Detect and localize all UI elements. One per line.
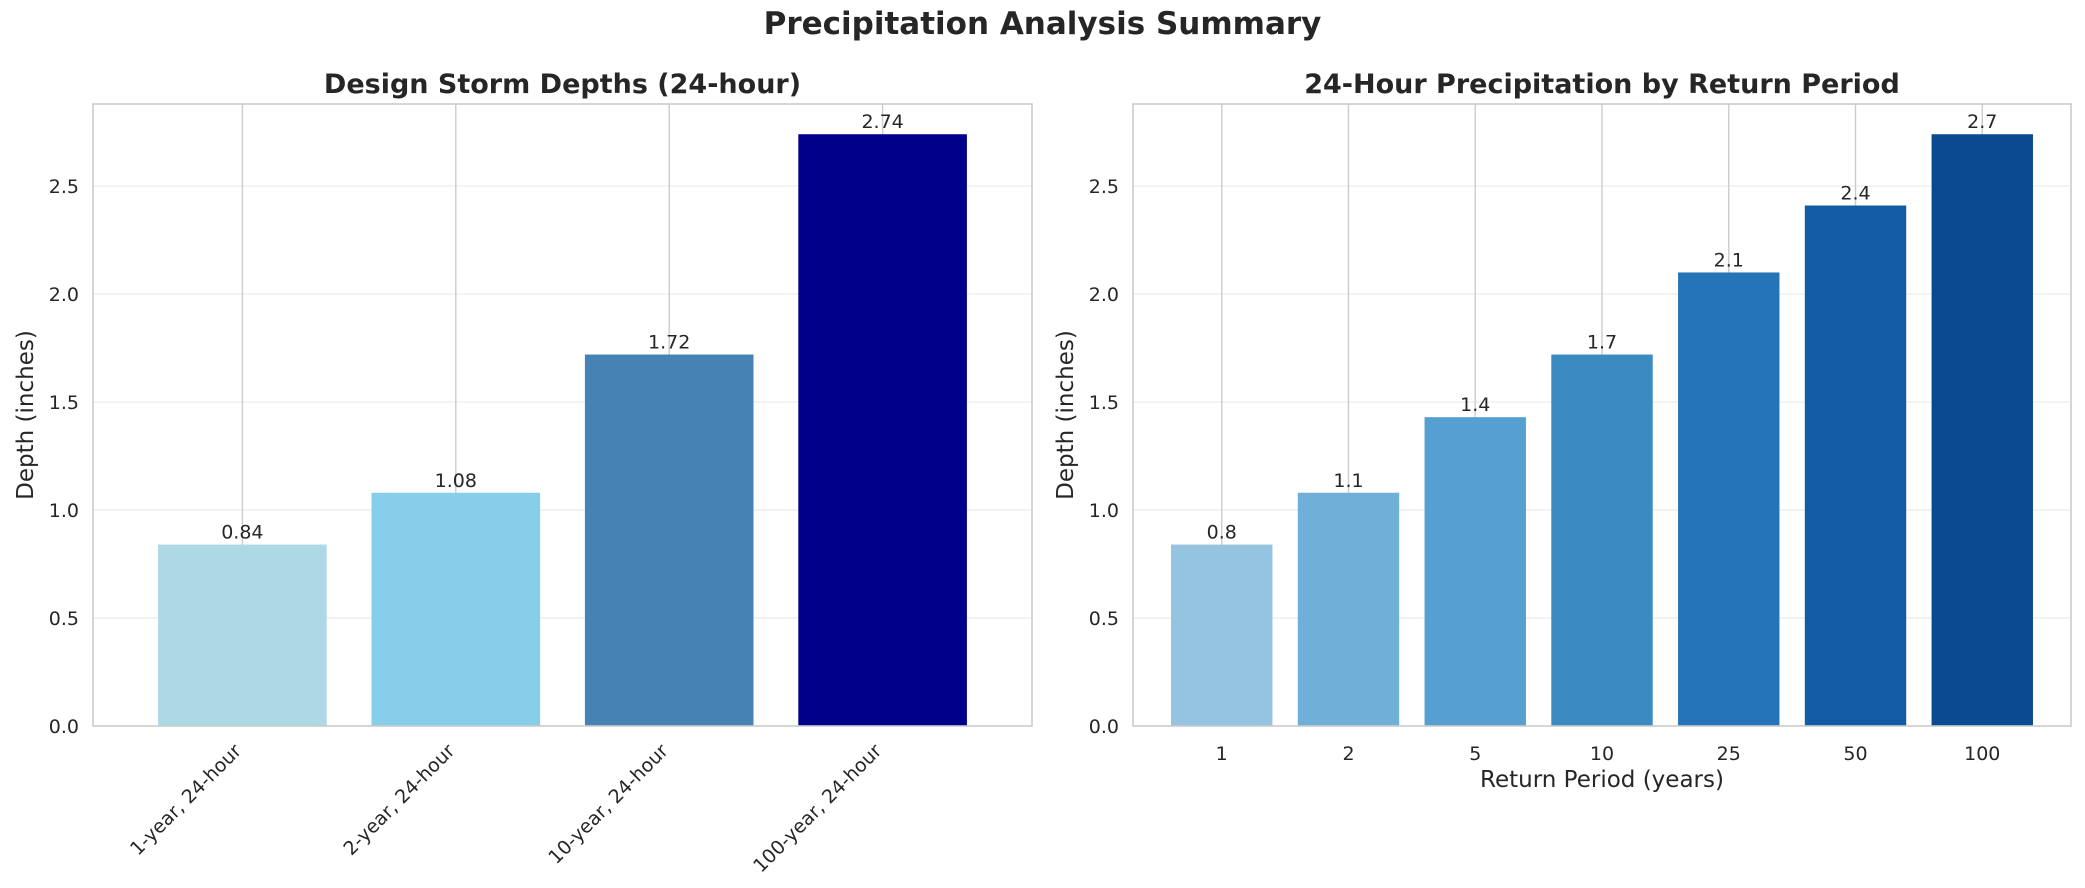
bar-2	[1297, 492, 1400, 726]
y-tick-label: 1.5	[1089, 392, 1119, 414]
x-tick-label: 25	[1717, 743, 1741, 765]
y-tick-label: 2.0	[49, 284, 79, 306]
x-tick-label: 5	[1469, 743, 1481, 765]
bar-100	[1931, 134, 2033, 727]
y-tick-label: 0.0	[1089, 716, 1119, 738]
x-tick-label: 1-year, 24-hour	[126, 740, 246, 860]
x-tick-label: 2-year, 24-hour	[339, 740, 459, 860]
x-tick-label: 100-year, 24-hour	[749, 740, 886, 877]
bar-100-year-24-hour	[798, 134, 967, 727]
bar-10	[1551, 354, 1653, 726]
data-label: 1.7	[1587, 332, 1617, 354]
y-tick-label: 0.5	[1089, 608, 1119, 630]
x-tick-label: 50	[1843, 743, 1867, 765]
chart-title: 24-Hour Precipitation by Return Period	[1304, 69, 1900, 100]
y-tick-label: 0.0	[49, 716, 79, 738]
chart-design-storm-depths: 0.0 0.5 1.0 1.5 2.0 2.5 0.84 1.08 1.72 2.74 1-year…	[13, 69, 1033, 877]
bar-1	[1171, 544, 1273, 726]
data-label: 1.08	[435, 470, 477, 492]
y-tick-label: 1.0	[49, 500, 79, 522]
axes-frame	[92, 103, 1033, 727]
data-label: 2.7	[1967, 111, 1997, 133]
data-label: 1.4	[1460, 394, 1490, 416]
data-label: 0.8	[1207, 522, 1237, 544]
y-tick-label: 0.5	[49, 608, 79, 630]
chart-title: Design Storm Depths (24-hour)	[324, 69, 801, 100]
chart-return-period: 0.0 0.5 1.0 1.5 2.0 2.5 0.8 1.1 1.4 1.7 2.1 2.4 2.7 1…	[1053, 69, 2072, 793]
x-axis-label: Return Period (years)	[1480, 767, 1724, 793]
x-tick-label: 2	[1342, 743, 1354, 765]
data-label: 0.84	[221, 522, 263, 544]
y-axis-label: Depth (inches)	[13, 330, 39, 500]
bar-10-year-24-hour	[584, 354, 754, 726]
y-tick-label: 1.5	[49, 392, 79, 414]
data-label: 2.4	[1840, 183, 1870, 205]
data-label: 1.1	[1333, 470, 1363, 492]
bar-50	[1804, 205, 1907, 726]
bar-2-year-24-hour	[371, 492, 541, 726]
y-tick-label: 1.0	[1089, 500, 1119, 522]
axes-frame	[1132, 103, 2072, 727]
bar-1-year-24-hour	[158, 544, 327, 726]
y-axis-label: Depth (inches)	[1053, 330, 1079, 500]
x-tick-label: 100	[1964, 743, 2000, 765]
y-tick-label: 2.5	[49, 176, 79, 198]
x-tick-label: 1	[1216, 743, 1228, 765]
figure-title: Precipitation Analysis Summary	[763, 6, 1322, 42]
bar-25	[1678, 272, 1780, 726]
data-label: 1.72	[648, 332, 690, 354]
y-tick-label: 2.5	[1089, 176, 1119, 198]
x-tick-label: 10	[1590, 743, 1614, 765]
data-label: 2.74	[861, 111, 903, 133]
x-tick-label: 10-year, 24-hour	[544, 740, 673, 869]
bar-5	[1424, 417, 1526, 726]
data-label: 2.1	[1714, 249, 1744, 271]
y-tick-label: 2.0	[1089, 284, 1119, 306]
